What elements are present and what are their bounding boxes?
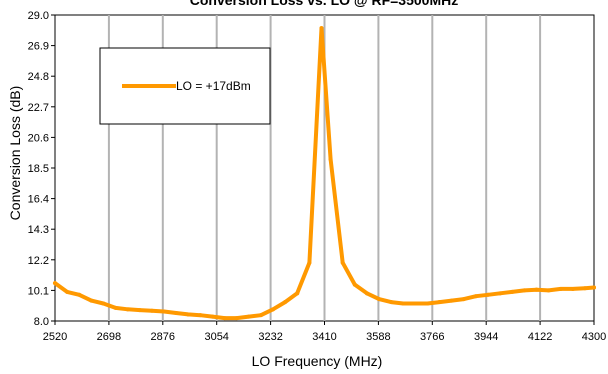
x-tick-label: 4122	[528, 331, 552, 343]
y-tick-label: 20.6	[28, 132, 49, 144]
data-point	[222, 316, 227, 321]
data-point	[186, 312, 191, 317]
data-point	[473, 294, 478, 299]
data-point	[246, 314, 251, 319]
x-tick-label: 3766	[420, 331, 444, 343]
data-point	[319, 26, 324, 31]
x-tick-label: 3232	[258, 331, 282, 343]
y-tick-label: 14.3	[28, 224, 49, 236]
y-tick-label: 29.0	[28, 10, 49, 22]
data-point	[210, 314, 215, 319]
y-tick-label: 26.9	[28, 41, 49, 53]
data-point	[534, 287, 539, 292]
data-point	[570, 286, 575, 291]
data-point	[65, 289, 70, 294]
data-point	[89, 298, 94, 303]
data-point	[125, 307, 130, 312]
x-tick-label: 3588	[366, 331, 390, 343]
data-point	[307, 260, 312, 265]
data-point	[522, 288, 527, 293]
x-tick-label: 2698	[97, 331, 121, 343]
data-point	[101, 301, 106, 306]
y-tick-label: 10.1	[28, 285, 49, 297]
data-point	[449, 298, 454, 303]
data-point	[174, 310, 179, 315]
data-point	[328, 157, 333, 162]
data-point	[546, 288, 551, 293]
x-tick-label: 2876	[151, 331, 175, 343]
data-point	[437, 300, 442, 305]
data-point	[413, 301, 418, 306]
x-tick-label: 2520	[43, 331, 67, 343]
legend: LO = +17dBm	[99, 47, 271, 125]
data-point	[486, 292, 491, 297]
x-tick-label: 4300	[582, 331, 606, 343]
y-tick-label: 8.0	[34, 316, 49, 328]
data-point	[77, 292, 82, 297]
data-point	[295, 291, 300, 296]
data-point	[592, 285, 596, 290]
data-point	[149, 308, 154, 313]
x-axis-ticks: 2520 2698 2876 3054 3232 3410 3588 3766 3944 4122…	[43, 321, 606, 343]
data-point	[558, 286, 563, 291]
series-line	[53, 26, 596, 321]
x-tick-label: 3944	[474, 331, 498, 343]
data-point	[283, 300, 288, 305]
data-point	[234, 316, 239, 321]
data-point	[461, 297, 466, 302]
data-point	[425, 301, 430, 306]
series-layer	[53, 26, 596, 321]
data-point	[364, 291, 369, 296]
data-point	[352, 282, 357, 287]
data-point	[198, 313, 203, 318]
data-point	[377, 297, 382, 302]
y-axis-title: Conversion Loss (dB)	[7, 86, 23, 221]
data-point	[137, 308, 142, 313]
y-tick-label: 16.4	[28, 194, 49, 206]
data-point	[510, 289, 515, 294]
y-tick-label: 22.7	[28, 102, 49, 114]
y-tick-label: 12.2	[28, 255, 49, 267]
x-axis-title: LO Frequency (MHz)	[252, 353, 383, 369]
data-point	[582, 286, 587, 291]
y-tick-label: 24.8	[28, 71, 49, 83]
legend-label: LO = +17dBm	[176, 79, 251, 93]
y-tick-label: 18.5	[28, 163, 49, 175]
data-point	[162, 309, 167, 314]
data-point	[389, 300, 394, 305]
data-point	[271, 307, 276, 312]
data-point	[498, 291, 503, 296]
x-tick-label: 3410	[312, 331, 336, 343]
chart-title: Conversion Loss vs. LO @ RF=3500MHz	[190, 0, 458, 8]
data-point	[113, 305, 118, 310]
x-tick-label: 3054	[204, 331, 228, 343]
data-point	[340, 260, 345, 265]
data-point	[401, 301, 406, 306]
y-axis-ticks: 8.0 10.1 12.2 14.3 16.4 18.5 20.6 22.7 24.8 26.9 2…	[28, 10, 55, 328]
data-point	[258, 313, 263, 318]
data-point	[53, 281, 57, 286]
